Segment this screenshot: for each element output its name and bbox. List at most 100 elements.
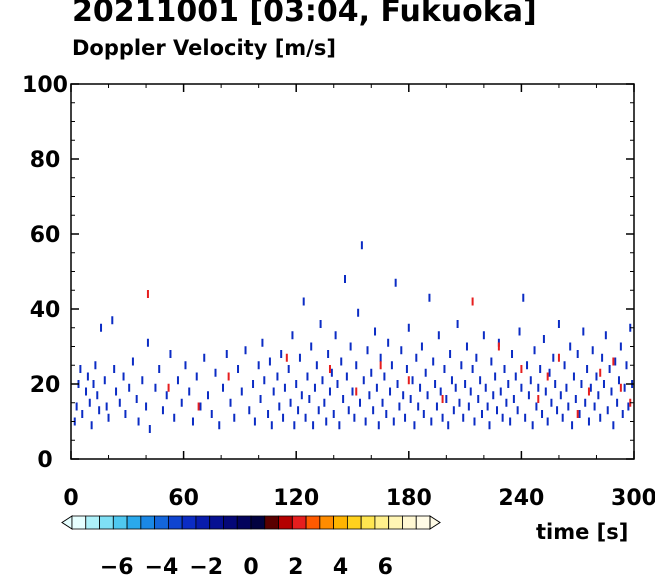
chart-title: 20211001 [03:04, Fukuoka] bbox=[72, 0, 537, 29]
data-point-1-8 bbox=[407, 376, 410, 385]
y-tick-label-1: 20 bbox=[30, 373, 61, 398]
data-point-0-131 bbox=[398, 402, 401, 411]
colorbar-tick-label-4: 2 bbox=[288, 555, 303, 577]
data-point-0-212 bbox=[550, 398, 553, 407]
colorbar-cell-10 bbox=[209, 515, 224, 530]
data-point-0-37 bbox=[176, 376, 179, 385]
x-tick-label-2: 120 bbox=[273, 486, 319, 511]
data-point-0-68 bbox=[278, 402, 281, 411]
data-point-0-218 bbox=[561, 413, 564, 422]
data-point-0-103 bbox=[345, 372, 348, 381]
data-point-0-31 bbox=[154, 383, 157, 392]
data-point-0-75 bbox=[293, 421, 296, 430]
colorbar-cell-1 bbox=[85, 515, 100, 530]
colorbar-cell-18 bbox=[319, 515, 335, 530]
data-point-0-181 bbox=[492, 391, 495, 400]
data-point-0-113 bbox=[364, 417, 367, 426]
data-point-0-111 bbox=[360, 241, 363, 250]
data-point-0-222 bbox=[569, 342, 572, 351]
colorbar-cell-23 bbox=[388, 515, 403, 530]
data-point-0-53 bbox=[237, 365, 240, 373]
colorbar-cell-22 bbox=[374, 515, 390, 530]
data-point-1-5 bbox=[328, 365, 331, 373]
colorbar-cell-25 bbox=[415, 515, 431, 530]
colorbar-cell-11 bbox=[223, 515, 238, 530]
data-point-0-54 bbox=[240, 387, 243, 396]
data-point-0-52 bbox=[233, 413, 236, 422]
data-point-0-140 bbox=[415, 353, 418, 362]
data-point-0-70 bbox=[282, 413, 285, 422]
data-point-0-192 bbox=[512, 395, 515, 403]
data-point-0-110 bbox=[359, 398, 362, 407]
data-point-0-132 bbox=[400, 346, 403, 355]
data-point-0-152 bbox=[437, 331, 440, 340]
data-point-0-220 bbox=[565, 383, 568, 392]
data-point-0-93 bbox=[327, 350, 330, 358]
data-point-0-55 bbox=[244, 346, 247, 355]
data-point-0-213 bbox=[552, 353, 555, 362]
data-point-0-66 bbox=[272, 387, 275, 396]
colorbar-cell-0 bbox=[71, 515, 87, 530]
data-point-0-174 bbox=[479, 376, 482, 385]
data-point-0-39 bbox=[184, 361, 187, 370]
data-point-0-67 bbox=[276, 372, 279, 381]
colorbar-cell-14 bbox=[264, 515, 279, 530]
data-point-0-21 bbox=[122, 372, 125, 381]
data-point-0-98 bbox=[336, 380, 339, 388]
colorbar-cell-16 bbox=[291, 515, 307, 530]
data-point-0-134 bbox=[404, 413, 407, 422]
x-axis: 0 60 120 180 240 300 bbox=[63, 84, 655, 511]
data-point-0-46 bbox=[210, 410, 213, 418]
data-point-0-105 bbox=[349, 342, 352, 351]
data-point-0-144 bbox=[422, 410, 425, 418]
data-point-1-13 bbox=[537, 395, 540, 403]
data-point-1-12 bbox=[520, 365, 523, 373]
data-point-0-7 bbox=[88, 398, 91, 407]
data-point-0-88 bbox=[317, 406, 320, 415]
data-point-0-81 bbox=[304, 413, 307, 422]
data-point-0-232 bbox=[587, 417, 590, 426]
data-point-0-197 bbox=[522, 293, 525, 302]
colorbar-cell-19 bbox=[333, 515, 348, 530]
data-point-0-208 bbox=[542, 335, 545, 343]
data-point-0-106 bbox=[351, 387, 354, 396]
colorbar-cell-2 bbox=[99, 515, 114, 530]
data-point-0-252 bbox=[625, 361, 628, 370]
data-point-1-9 bbox=[441, 395, 444, 403]
data-point-0-97 bbox=[334, 331, 337, 340]
data-point-0-187 bbox=[503, 365, 506, 373]
data-point-0-200 bbox=[527, 391, 530, 400]
data-point-0-190 bbox=[509, 417, 512, 426]
data-point-0-1 bbox=[75, 402, 78, 411]
colorbar-tick-label-6: 6 bbox=[378, 555, 393, 577]
data-point-0-158 bbox=[449, 350, 452, 358]
data-point-0-217 bbox=[559, 391, 562, 400]
colorbar-cell-13 bbox=[250, 515, 266, 530]
data-point-0-40 bbox=[188, 387, 191, 396]
data-point-0-160 bbox=[452, 406, 455, 415]
colorbar-tick-label-5: 4 bbox=[333, 555, 348, 577]
data-point-0-104 bbox=[347, 406, 350, 415]
data-point-0-237 bbox=[597, 391, 600, 400]
data-point-0-89 bbox=[319, 320, 322, 328]
data-point-0-107 bbox=[353, 413, 356, 422]
data-point-0-199 bbox=[526, 361, 529, 370]
data-point-0-9 bbox=[92, 380, 95, 388]
data-point-0-109 bbox=[357, 308, 360, 317]
data-point-0-239 bbox=[601, 353, 604, 362]
data-point-0-137 bbox=[409, 395, 412, 403]
data-point-0-157 bbox=[447, 421, 450, 430]
data-point-1-6 bbox=[355, 387, 358, 396]
data-point-0-118 bbox=[374, 327, 377, 336]
colorbar-cell-12 bbox=[236, 515, 252, 530]
data-point-1-10 bbox=[471, 297, 474, 306]
data-point-0-92 bbox=[325, 417, 328, 426]
data-point-0-43 bbox=[199, 402, 202, 411]
data-point-0-69 bbox=[280, 350, 283, 358]
data-point-0-206 bbox=[539, 365, 542, 373]
data-point-0-147 bbox=[428, 293, 431, 302]
x-tick-label-5: 300 bbox=[611, 486, 655, 511]
data-point-0-51 bbox=[229, 398, 232, 407]
x-tick-label-4: 240 bbox=[498, 486, 544, 511]
data-point-0-19 bbox=[115, 387, 118, 396]
